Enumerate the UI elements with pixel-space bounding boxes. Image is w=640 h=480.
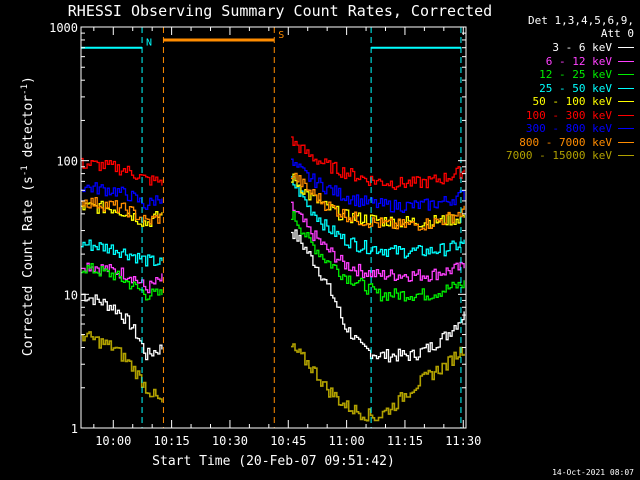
legend-entry-label: 800 - 7000 keV bbox=[519, 135, 612, 149]
series-6 bbox=[81, 158, 465, 213]
legend-entry: 50 - 100 keV bbox=[533, 95, 634, 108]
x-tick-label: 11:15 bbox=[387, 434, 423, 448]
generated-timestamp: 14-Oct-2021 08:07 bbox=[552, 468, 634, 477]
series-3 bbox=[81, 176, 465, 267]
series-7-segment-1 bbox=[81, 196, 163, 225]
series-3-segment-2 bbox=[291, 176, 465, 259]
legend-entry: 12 - 25 keV bbox=[539, 68, 634, 81]
legend-entry: 3 - 6 keV bbox=[552, 41, 634, 54]
x-tick-label: 10:45 bbox=[270, 434, 306, 448]
x-tick-label: 11:30 bbox=[445, 434, 481, 448]
x-tick-label: 10:15 bbox=[154, 434, 190, 448]
series-2-segment-2 bbox=[291, 211, 465, 302]
series-0-segment-2 bbox=[291, 229, 465, 363]
series-6-segment-1 bbox=[81, 182, 163, 211]
legend-entry: 800 - 7000 keV bbox=[519, 136, 634, 149]
legend-swatch bbox=[618, 74, 634, 75]
series-1 bbox=[81, 201, 465, 294]
legend-entry-label: 12 - 25 keV bbox=[539, 68, 612, 81]
legend-entry: 25 - 50 keV bbox=[539, 82, 634, 95]
series-7 bbox=[81, 172, 465, 231]
y-tick-label: 10 bbox=[64, 288, 78, 302]
series-8-segment-1 bbox=[81, 331, 163, 403]
plot-frame bbox=[80, 26, 467, 429]
series-5 bbox=[81, 136, 465, 191]
series-0 bbox=[81, 229, 465, 363]
series-0-segment-1 bbox=[81, 293, 163, 361]
legend-swatch bbox=[618, 101, 634, 102]
legend-entry-label: 300 - 800 keV bbox=[525, 122, 612, 135]
x-tick-label: 10:30 bbox=[212, 434, 248, 448]
legend-entry: 100 - 300 keV bbox=[526, 109, 634, 122]
legend-swatch bbox=[618, 47, 634, 48]
legend-swatch bbox=[618, 87, 634, 89]
legend-entry: 6 - 12 keV bbox=[546, 55, 634, 68]
plot-lines: NS bbox=[80, 27, 465, 428]
series-3-segment-1 bbox=[81, 239, 163, 267]
series-8 bbox=[81, 331, 465, 422]
y-tick-label: 100 bbox=[56, 155, 78, 169]
y-tick-label: 1000 bbox=[49, 21, 78, 35]
series-2-segment-1 bbox=[81, 263, 163, 301]
legend-entry-label: 3 - 6 keV bbox=[552, 41, 612, 54]
legend-swatch bbox=[618, 141, 634, 143]
chart-title: RHESSI Observing Summary Count Rates, Co… bbox=[67, 2, 493, 20]
legend-entry-label: 25 - 50 keV bbox=[539, 81, 612, 95]
legend-swatch bbox=[618, 128, 634, 129]
y-axis-label: Corrected Count Rate (s-1 detector-1) bbox=[19, 76, 37, 357]
legend-swatch bbox=[618, 114, 634, 116]
legend-entry-label: 7000 - 15000 keV bbox=[506, 149, 612, 162]
legend-entry: 7000 - 15000 keV bbox=[506, 149, 634, 162]
series-1-segment-1 bbox=[81, 262, 163, 294]
series-2 bbox=[81, 211, 465, 302]
x-axis-label: Start Time (20-Feb-07 09:51:42) bbox=[152, 454, 395, 469]
event-1-label: S bbox=[278, 30, 284, 41]
series-7-segment-2 bbox=[291, 172, 465, 231]
series-8-segment-2 bbox=[291, 343, 465, 422]
x-tick-label: 11:00 bbox=[329, 434, 365, 448]
legend-entry: 300 - 800 keV bbox=[526, 122, 634, 135]
legend-header-line2: Att 0 bbox=[600, 27, 634, 40]
series-5-segment-2 bbox=[291, 136, 465, 191]
event-0-label: N bbox=[146, 38, 152, 49]
legend-entry-label: 6 - 12 keV bbox=[545, 54, 612, 68]
x-tick-label: 10:00 bbox=[95, 434, 131, 448]
legend-swatch bbox=[618, 60, 634, 62]
series-5-segment-1 bbox=[81, 157, 163, 186]
plot-axes: 1 10 100 1000 10:00 10:15 10:30 10:45 11:00 11:15… bbox=[49, 21, 481, 448]
legend-entry-label: 100 - 300 keV bbox=[525, 108, 612, 122]
series-1-segment-2 bbox=[291, 201, 465, 282]
legend-swatch bbox=[618, 155, 634, 156]
legend-header-line1: Det 1,3,4,5,6,9, bbox=[528, 14, 634, 27]
series-6-segment-2 bbox=[291, 158, 465, 213]
legend-entry-label: 50 - 100 keV bbox=[532, 95, 612, 108]
y-tick-label: 1 bbox=[71, 422, 78, 436]
